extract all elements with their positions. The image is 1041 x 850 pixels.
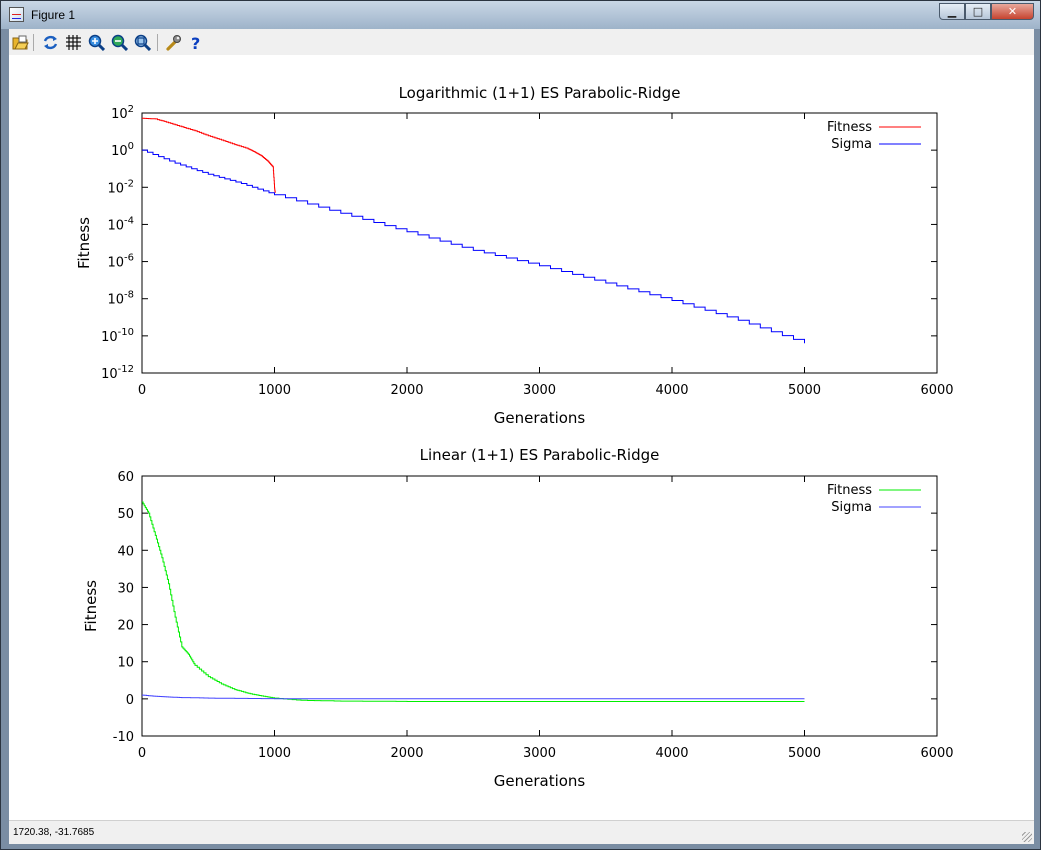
- series-line-fitness: [142, 501, 805, 702]
- x-tick-label: 3000: [523, 746, 556, 761]
- legend-label-sigma: Sigma: [831, 137, 872, 152]
- x-tick-label: 3000: [523, 383, 556, 398]
- legend-label-sigma: Sigma: [831, 500, 872, 515]
- y-tick-label: 10-12: [101, 364, 134, 382]
- y-tick-label: 100: [111, 141, 134, 159]
- plot-frame: [141, 475, 938, 737]
- y-axis-label: Fitness: [75, 217, 93, 269]
- x-tick-label: 4000: [655, 746, 688, 761]
- grid-icon[interactable]: [65, 34, 82, 51]
- x-axis-label: Generations: [494, 409, 586, 427]
- x-tick-label: 1000: [258, 746, 291, 761]
- x-tick-label: 6000: [920, 746, 953, 761]
- y-tick-label: 50: [117, 507, 134, 522]
- help-icon[interactable]: ?: [188, 34, 205, 51]
- x-tick-label: 0: [138, 383, 146, 398]
- title-bar[interactable]: Figure 1 ▁ □ ✕: [1, 1, 1040, 29]
- plot-canvas[interactable]: Logarithmic (1+1) ES Parabolic-Ridge 0 100…: [9, 55, 1034, 820]
- window-title: Figure 1: [31, 8, 76, 22]
- zoom-out-icon[interactable]: [111, 34, 128, 51]
- zoom-in-icon[interactable]: [88, 34, 105, 51]
- figure-app-icon: [9, 7, 24, 22]
- series-line-sigma: [142, 694, 805, 700]
- x-tick-label: 0: [138, 746, 146, 761]
- chart-title: Logarithmic (1+1) ES Parabolic-Ridge: [399, 84, 681, 102]
- zoom-fit-icon[interactable]: [134, 34, 151, 51]
- y-tick-label: 20: [117, 619, 134, 634]
- x-tick-label: 5000: [788, 746, 821, 761]
- y-tick-label: 10-2: [107, 178, 134, 196]
- cursor-coordinates: 1720.38, -31.7685: [13, 827, 95, 838]
- y-tick-label: 10-10: [101, 327, 134, 345]
- x-axis-label: Generations: [494, 772, 586, 790]
- y-tick-label: 10-6: [107, 253, 134, 271]
- open-folder-icon[interactable]: [12, 34, 29, 51]
- legend-label-fitness: Fitness: [827, 120, 872, 135]
- settings-wrench-icon[interactable]: [165, 34, 182, 51]
- y-tick-label: 10: [117, 656, 134, 671]
- x-tick-label: 5000: [788, 383, 821, 398]
- status-bar: 1720.38, -31.7685: [9, 820, 1034, 844]
- chart-2: Linear (1+1) ES Parabolic-Ridge 0 1000 2000…: [82, 446, 954, 790]
- y-tick-label: 10-8: [107, 290, 134, 308]
- plot-frame: [141, 112, 938, 374]
- series-line-sigma: [142, 149, 805, 344]
- resize-grip-icon[interactable]: [1022, 832, 1032, 842]
- maximize-button[interactable]: □: [965, 3, 991, 20]
- y-tick-label: -10: [113, 730, 134, 745]
- close-button[interactable]: ✕: [991, 3, 1034, 20]
- y-tick-label: 102: [111, 104, 134, 122]
- toolbar-separator: [157, 34, 158, 51]
- x-tick-label: 4000: [655, 383, 688, 398]
- x-tick-label: 2000: [390, 746, 423, 761]
- y-axis-label: Fitness: [82, 580, 100, 632]
- chart-title: Linear (1+1) ES Parabolic-Ridge: [420, 446, 660, 464]
- x-tick-label: 6000: [920, 383, 953, 398]
- y-tick-label: 0: [126, 693, 134, 708]
- refresh-icon[interactable]: [42, 34, 59, 51]
- series-line-fitness: [142, 117, 276, 193]
- x-tick-label: 2000: [390, 383, 423, 398]
- toolbar: ?: [9, 29, 1034, 56]
- y-tick-label: 30: [117, 581, 134, 596]
- minimize-button[interactable]: ▁: [939, 3, 965, 20]
- y-tick-label: 10-4: [107, 215, 134, 233]
- help-glyph: ?: [191, 34, 200, 51]
- chart-1: Logarithmic (1+1) ES Parabolic-Ridge 0 100…: [75, 84, 954, 427]
- x-tick-label: 1000: [258, 383, 291, 398]
- window-controls: ▁ □ ✕: [939, 3, 1034, 21]
- legend-label-fitness: Fitness: [827, 483, 872, 498]
- toolbar-separator: [33, 34, 34, 51]
- y-tick-label: 40: [117, 544, 134, 559]
- y-tick-label: 60: [117, 470, 134, 485]
